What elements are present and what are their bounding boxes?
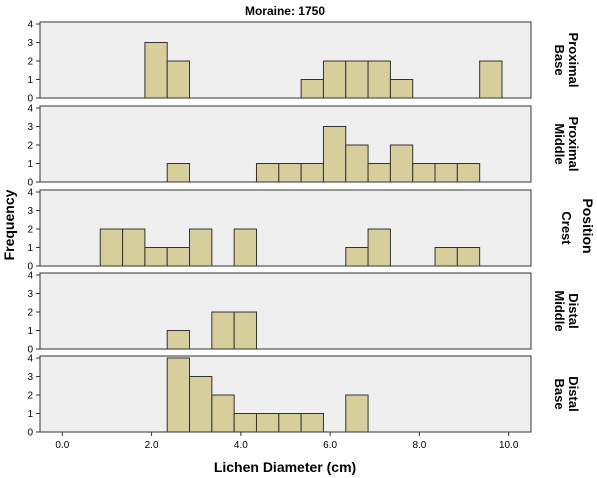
panel-label: Base [552,378,567,409]
chart-title: Moraine: 1750 [245,4,325,18]
x-axis: 0.0 2.0 4.0 6.0 8.0 10.0 [55,432,519,451]
panel-label: Proximal [566,117,581,172]
y-tick-label: 2 [27,225,33,236]
histogram-bar [434,163,458,183]
histogram-bar [412,163,436,183]
histogram-bar [345,144,369,183]
x-tick-label: 6.0 [323,440,337,451]
histogram-bar [166,247,191,267]
histogram-bar [233,228,257,267]
panel-crest: 0 1 2 3 4 Crest [27,188,574,273]
y-tick-label: 1 [27,326,33,337]
panel-label: Distal [566,293,581,328]
histogram-bar [278,163,302,183]
panel-frame [39,272,532,350]
x-tick-label: 8.0 [412,440,426,451]
histogram-bar [255,413,280,433]
y-tick-label: 3 [27,372,33,383]
y-tick-label: 2 [27,57,33,68]
histogram-bar [456,163,481,183]
x-axis-label: Lichen Diameter (cm) [214,459,356,475]
histogram-bar [389,79,414,99]
histogram-bar [345,60,369,99]
histogram-bar [122,228,146,267]
y-tick-label: 2 [27,141,33,152]
y-tick-label: 0 [27,428,33,439]
x-tick-label: 2.0 [145,440,159,451]
histogram-bar [322,60,347,99]
histogram-bar [434,247,458,267]
histogram-bar [255,163,280,183]
histogram-bar [345,394,369,433]
panels-group: 01234ProximalBase01234ProximalMiddle0123… [27,20,581,439]
histogram-bar [211,394,235,433]
histogram-bar [166,330,191,350]
y-tick-label: 2 [27,308,33,319]
histogram-bar [367,60,391,99]
y-tick-label: 0 [27,178,33,189]
histogram-bar [166,60,191,99]
y-tick-label: 2 [27,391,33,402]
y-tick-label: 4 [27,188,33,199]
y-tick-label: 0 [27,94,33,105]
y-tick-label: 0 [27,345,33,356]
x-tick-label: 10.0 [499,440,519,451]
histogram-bar [144,247,168,267]
panel-label: Crest [559,211,574,245]
panel-frame [39,21,532,99]
histogram-bar [345,247,369,267]
histogram-bar [456,247,481,267]
histogram-bar [389,144,414,183]
panel-axis-label: Position [580,198,596,253]
histogram-bar [322,126,347,183]
y-axis-label: Frequency [1,189,17,260]
histogram-bar [189,228,213,267]
y-tick-label: 3 [27,38,33,49]
histogram-bar [479,60,503,99]
panel-label: Middle [552,290,567,331]
y-tick-label: 0 [27,262,33,273]
x-tick-label: 4.0 [234,440,248,451]
panel-label: Distal [566,376,581,411]
histogram-bar [166,163,191,183]
y-tick-label: 3 [27,289,33,300]
y-tick-label: 1 [27,159,33,170]
histogram-bar [233,413,257,433]
histogram-bar [300,79,324,99]
panel-label: Base [552,44,567,75]
histogram-bar [367,163,391,183]
histogram-bar [99,228,124,267]
y-tick-label: 4 [27,354,33,365]
histogram-bar [211,311,235,350]
histogram-bar [144,42,168,99]
y-tick-label: 4 [27,104,33,115]
histogram-bar [300,163,324,183]
y-tick-label: 4 [27,271,33,282]
panel-label: Middle [552,123,567,164]
panel-label: Proximal [566,33,581,88]
histogram-bar [166,357,191,433]
histogram-bar [278,413,302,433]
y-tick-label: 1 [27,75,33,86]
histogram-bar [189,376,213,433]
y-tick-label: 3 [27,206,33,217]
histogram-bar [300,413,324,433]
histogram-bar [233,311,257,350]
histogram-bar [367,228,391,267]
x-tick-label: 0.0 [55,440,69,451]
y-tick-label: 1 [27,409,33,420]
y-tick-label: 1 [27,243,33,254]
y-tick-label: 4 [27,20,33,31]
y-tick-label: 3 [27,122,33,133]
